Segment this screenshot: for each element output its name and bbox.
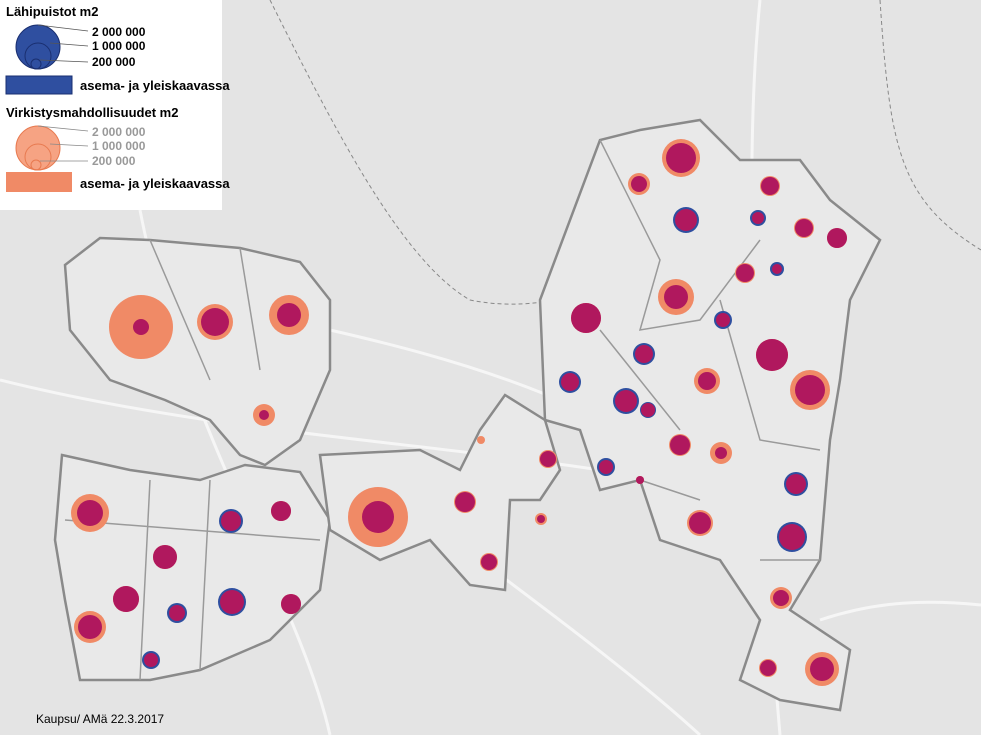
recreation-circle — [477, 436, 485, 444]
park-circle — [281, 594, 301, 614]
park-circle — [756, 339, 788, 371]
park-circle — [716, 313, 730, 327]
footer-credit: Kaupsu/ AMä 22.3.2017 — [36, 712, 164, 726]
park-circle — [153, 545, 177, 569]
park-circle — [786, 474, 806, 494]
park-circle — [736, 264, 754, 282]
park-circle — [631, 176, 647, 192]
park-circle — [169, 605, 185, 621]
park-circle — [698, 372, 716, 390]
park-circle — [760, 660, 776, 676]
park-circle — [571, 303, 601, 333]
legend-size-label: 2 000 000 — [92, 25, 146, 39]
park-circle — [78, 615, 102, 639]
legend-leaders — [37, 24, 89, 63]
legend-symbol — [30, 159, 42, 171]
legend-swatch — [5, 75, 73, 95]
park-circle — [271, 501, 291, 521]
park-circle — [362, 501, 394, 533]
park-circle — [752, 212, 764, 224]
park-circle — [664, 285, 688, 309]
park-circle — [455, 492, 475, 512]
park-circle — [221, 511, 241, 531]
legend-size-label: 2 000 000 — [92, 125, 146, 139]
park-circle — [779, 524, 805, 550]
legend-symbol — [30, 58, 42, 70]
district-lines — [64, 139, 821, 681]
park-circle — [666, 143, 696, 173]
legend-size-label: 200 000 — [92, 154, 136, 168]
park-circle — [599, 460, 613, 474]
park-circle — [810, 657, 834, 681]
park-circle — [540, 451, 556, 467]
park-circle — [113, 586, 139, 612]
legend-size-label: 1 000 000 — [92, 39, 146, 53]
park-circle — [670, 435, 690, 455]
park-circle — [77, 500, 103, 526]
legend-size-label: 1 000 000 — [92, 139, 146, 153]
park-circle — [481, 554, 497, 570]
park-circle — [641, 403, 655, 417]
park-circle — [220, 590, 244, 614]
park-circle — [561, 373, 579, 391]
park-circle — [715, 447, 727, 459]
park-circle — [259, 410, 269, 420]
park-circle — [795, 219, 813, 237]
legend-title: Lähipuistot m2 — [6, 4, 98, 19]
park-circle — [827, 228, 847, 248]
legend-label: asema- ja yleiskaavassa — [80, 78, 230, 93]
park-circle — [772, 264, 782, 274]
park-circle — [277, 303, 301, 327]
park-circle — [773, 590, 789, 606]
park-circle — [133, 319, 149, 335]
legend-label: asema- ja yleiskaavassa — [80, 176, 230, 191]
park-circle — [689, 512, 711, 534]
park-circle — [635, 345, 653, 363]
legend-symbol — [15, 24, 61, 70]
park-circle — [201, 308, 229, 336]
symbols — [71, 139, 847, 686]
legend-symbol — [15, 125, 61, 171]
park-circle — [615, 390, 637, 412]
legend-leaders — [37, 125, 89, 162]
legend-size-label: 200 000 — [92, 55, 136, 69]
park-circle — [795, 375, 825, 405]
park-circle — [761, 177, 779, 195]
park-circle — [675, 209, 697, 231]
park-circle — [537, 515, 545, 523]
legend-swatch — [6, 172, 72, 192]
legend-title: Virkistysmahdollisuudet m2 — [6, 105, 178, 120]
park-circle — [144, 653, 158, 667]
park-circle — [636, 476, 644, 484]
